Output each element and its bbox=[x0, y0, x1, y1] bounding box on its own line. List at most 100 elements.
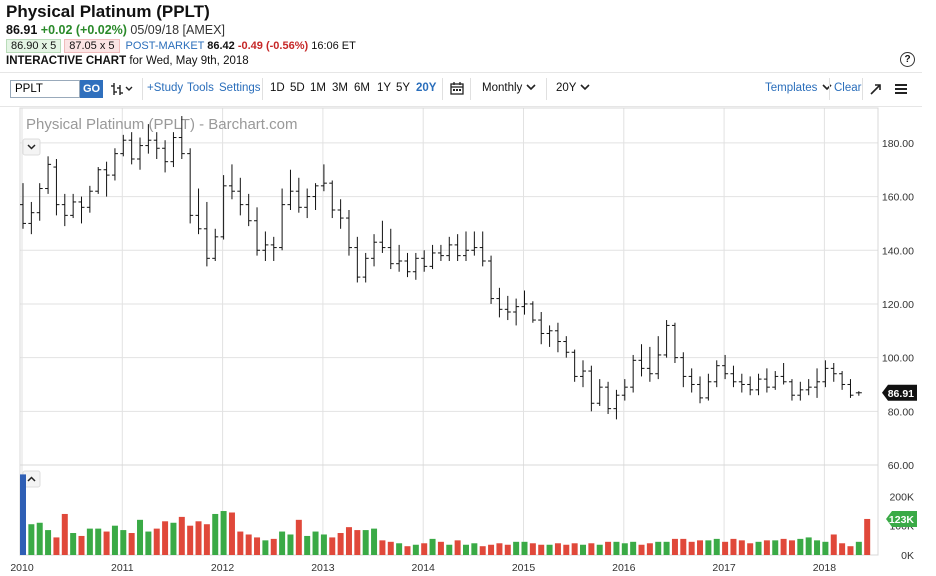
hamburger-menu-icon[interactable] bbox=[894, 82, 908, 96]
price-tick-label: 160.00 bbox=[882, 192, 914, 204]
ohlc-bar bbox=[747, 376, 754, 396]
volume-bar bbox=[237, 531, 244, 555]
volume-bar bbox=[755, 541, 762, 555]
ohlc-bar bbox=[613, 389, 620, 420]
volume-bar bbox=[521, 541, 528, 555]
volume-series bbox=[20, 474, 871, 555]
range-20y[interactable]: 20Y bbox=[416, 82, 437, 94]
ohlc-bar bbox=[111, 148, 118, 181]
volume-bar bbox=[697, 540, 704, 555]
go-button[interactable]: GO bbox=[80, 80, 103, 98]
volume-bar bbox=[646, 543, 653, 555]
ohlc-bar bbox=[446, 236, 453, 261]
ohlc-bar bbox=[36, 183, 43, 221]
volume-bar bbox=[137, 519, 144, 555]
toolbar-divider bbox=[862, 78, 863, 100]
ohlc-bar bbox=[345, 210, 352, 256]
ohlc-bar bbox=[496, 287, 503, 318]
volume-bar bbox=[705, 540, 712, 555]
ohlc-bar bbox=[237, 177, 244, 216]
expand-arrow-icon[interactable] bbox=[869, 82, 883, 96]
volume-bar bbox=[655, 541, 662, 555]
ohlc-bar bbox=[830, 363, 837, 382]
volume-bar bbox=[45, 530, 52, 555]
help-icon[interactable]: ? bbox=[900, 52, 915, 67]
clear-button[interactable]: Clear bbox=[834, 82, 862, 94]
range-3m[interactable]: 3M bbox=[332, 82, 348, 94]
ohlc-bar bbox=[396, 244, 403, 272]
price-tick-label: 60.00 bbox=[888, 460, 914, 472]
year-label: 2012 bbox=[211, 562, 235, 574]
ohlc-bar bbox=[847, 379, 854, 398]
volume-bar bbox=[830, 534, 837, 555]
toolbar-divider bbox=[262, 78, 263, 100]
volume-bar bbox=[638, 544, 645, 555]
volume-bar bbox=[797, 538, 804, 555]
ohlc-bar bbox=[797, 381, 804, 401]
volume-bar bbox=[722, 541, 729, 555]
volume-bar bbox=[354, 530, 361, 555]
price-tick-label: 180.00 bbox=[882, 138, 914, 150]
ohlc-bar bbox=[279, 188, 286, 251]
ohlc-bar bbox=[788, 379, 795, 401]
volume-tick-label: 0K bbox=[901, 550, 914, 562]
ohlc-bar bbox=[354, 236, 361, 283]
price-change: +0.02 (+0.02%) bbox=[40, 23, 127, 37]
settings-button[interactable]: Settings bbox=[219, 82, 261, 94]
symbol-input[interactable] bbox=[10, 80, 80, 98]
volume-bar bbox=[295, 519, 302, 555]
last-volume-label: 123K bbox=[889, 514, 915, 526]
volume-bar bbox=[228, 512, 235, 555]
ohlc-bar bbox=[805, 379, 812, 396]
ohlc-bar bbox=[538, 312, 545, 345]
calendar-icon[interactable] bbox=[450, 81, 464, 95]
volume-bar bbox=[329, 537, 336, 555]
volume-bar bbox=[730, 538, 737, 555]
ohlc-bar bbox=[95, 167, 102, 194]
ohlc-bar bbox=[504, 295, 511, 321]
volume-bar bbox=[496, 543, 503, 555]
volume-bar bbox=[462, 544, 469, 555]
price-chart[interactable]: Physical Platinum (PPLT) - Barchart.com … bbox=[0, 106, 936, 576]
range-6m[interactable]: 6M bbox=[354, 82, 370, 94]
interval-select[interactable]: Monthly bbox=[482, 82, 537, 94]
year-label: 2010 bbox=[10, 562, 34, 574]
chart-type-icon[interactable] bbox=[110, 82, 134, 96]
range-5d[interactable]: 5D bbox=[290, 82, 305, 94]
ohlc-bar bbox=[28, 201, 35, 235]
year-label: 2015 bbox=[512, 562, 536, 574]
tools-button[interactable]: Tools bbox=[187, 82, 214, 94]
ohlc-bar bbox=[70, 193, 77, 219]
volume-bar bbox=[546, 544, 553, 555]
collapse-price-button[interactable] bbox=[22, 138, 41, 156]
range-1y[interactable]: 1Y bbox=[377, 82, 392, 94]
ohlc-bar bbox=[429, 244, 436, 270]
ohlc-bar bbox=[295, 177, 302, 213]
ohlc-bar bbox=[638, 344, 645, 377]
range-5y[interactable]: 5Y bbox=[396, 82, 411, 94]
interval-label: Monthly bbox=[482, 82, 523, 94]
ohlc-bar bbox=[86, 185, 93, 213]
ohlc-bar bbox=[262, 231, 269, 261]
post-market-label: POST-MARKET bbox=[125, 40, 205, 52]
range-1m[interactable]: 1M bbox=[310, 82, 326, 94]
ohlc-bar bbox=[228, 164, 235, 200]
range-1d[interactable]: 1D bbox=[270, 82, 285, 94]
templates-menu[interactable]: Templates bbox=[765, 82, 833, 94]
ohlc-bar bbox=[103, 161, 110, 197]
volume-bar bbox=[454, 540, 461, 555]
period-select[interactable]: 20Y bbox=[556, 82, 591, 94]
volume-bar bbox=[839, 543, 846, 555]
post-market-price: 86.42 bbox=[207, 40, 235, 52]
ohlc-bar bbox=[320, 164, 327, 192]
chevron-down-icon bbox=[526, 84, 537, 91]
volume-bar bbox=[580, 544, 587, 555]
volume-bar bbox=[847, 546, 854, 555]
toolbar-divider bbox=[442, 78, 443, 100]
volume-bar bbox=[345, 527, 352, 555]
ohlc-bar bbox=[254, 207, 261, 256]
ohlc-bar bbox=[287, 169, 294, 210]
ohlc-bar bbox=[454, 234, 461, 261]
study-button[interactable]: +Study bbox=[147, 82, 184, 94]
volume-bar bbox=[178, 516, 185, 555]
